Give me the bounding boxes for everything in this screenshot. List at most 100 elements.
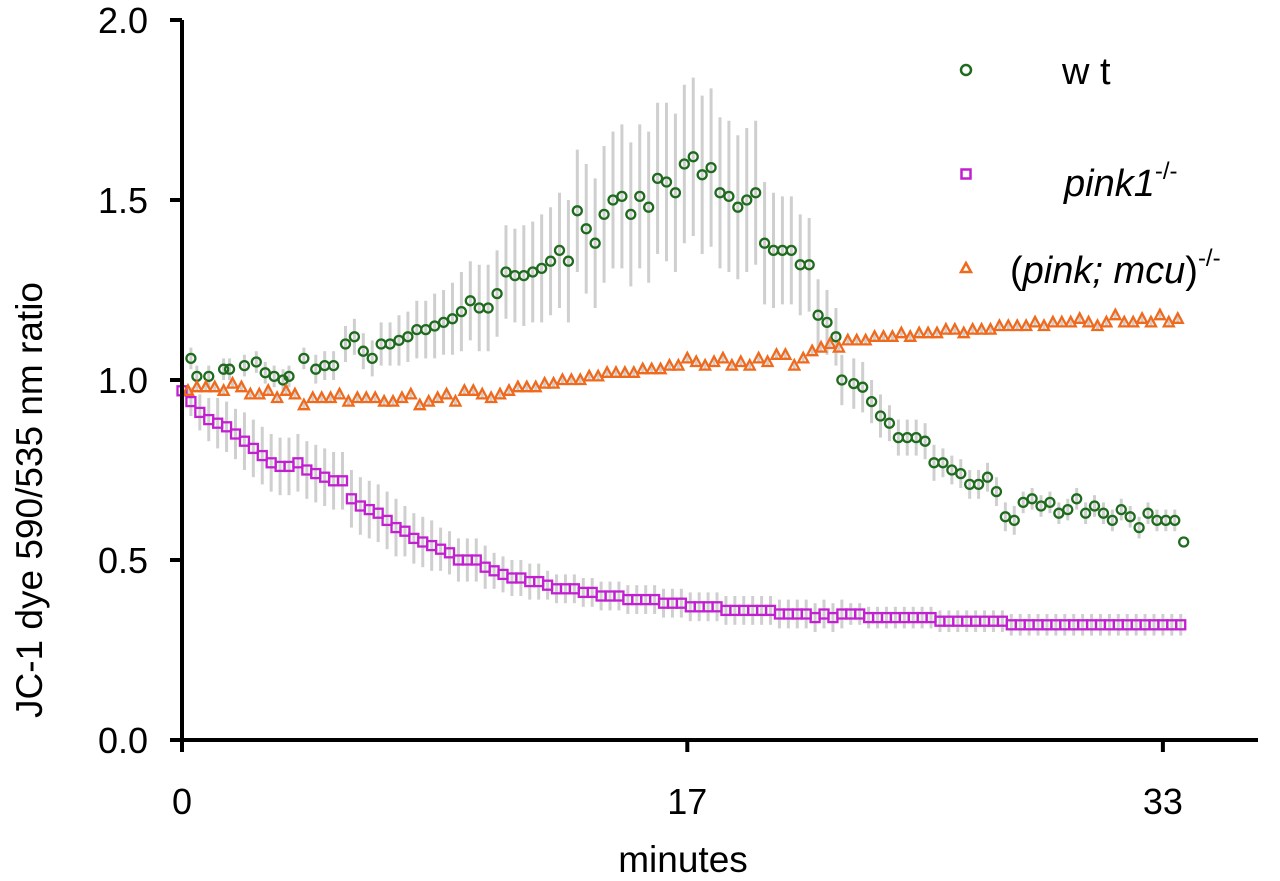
triangle-point <box>609 364 623 378</box>
circle-point <box>544 255 557 267</box>
triangle-point <box>466 382 481 396</box>
circle-point <box>259 367 271 379</box>
circle-point <box>836 374 848 386</box>
triangle-point <box>564 372 579 386</box>
triangle-point <box>225 375 240 389</box>
triangle-point <box>778 346 793 360</box>
circle-point <box>223 363 236 375</box>
square-point <box>443 547 456 559</box>
circle-point <box>446 313 459 325</box>
triangle-point <box>546 375 561 389</box>
circle-point <box>883 417 896 429</box>
circle-point <box>803 259 815 271</box>
triangle-point <box>617 364 632 378</box>
y-tick-label: 2.0 <box>98 0 148 41</box>
triangle-point <box>644 361 659 375</box>
legend-label-pink-mcu-sup: -/- <box>1198 245 1221 272</box>
triangle-point <box>769 346 784 360</box>
circle-point <box>972 478 985 491</box>
circle-point <box>482 302 494 314</box>
circle-point <box>678 158 690 170</box>
square-point <box>229 428 242 440</box>
triangle-point <box>671 357 686 371</box>
data-markers <box>176 151 1190 631</box>
triangle-point <box>1161 314 1176 328</box>
circle-point <box>1071 493 1083 505</box>
triangle-point <box>707 354 721 368</box>
circle-point <box>298 352 310 365</box>
circle-point <box>366 352 378 365</box>
triangle-point <box>261 382 276 396</box>
legend-label-pink-mcu: (pink; mcu)-/- <box>1010 245 1221 292</box>
triangle-point <box>814 339 828 353</box>
triangle-point <box>305 390 320 404</box>
triangle-point <box>698 357 713 371</box>
triangle-point <box>1054 314 1069 328</box>
y-axis-title: JC-1 dye 590/535 nm ratio <box>9 282 50 718</box>
circle-point <box>705 161 717 174</box>
circle-point <box>1044 496 1056 509</box>
circle-point <box>580 223 592 235</box>
circle-point <box>643 201 655 213</box>
triangle-point <box>1072 310 1087 324</box>
circle-point <box>625 208 637 221</box>
triangle-point <box>1099 314 1114 328</box>
circle-point <box>714 187 726 199</box>
x-tick-label: 17 <box>667 781 707 822</box>
triangle-point <box>519 379 534 393</box>
triangle-point <box>867 328 882 342</box>
triangle-point <box>279 382 293 396</box>
triangle-point <box>573 372 588 386</box>
triangle-point <box>288 386 302 400</box>
triangle-point <box>591 368 606 382</box>
triangle-point <box>439 386 454 400</box>
triangle-point <box>252 386 267 400</box>
triangle-point <box>653 361 668 375</box>
triangle-point <box>359 390 374 404</box>
circle-point <box>1008 514 1020 527</box>
circle-point <box>660 176 673 188</box>
triangle-point <box>1081 314 1096 328</box>
circle-point <box>687 151 699 163</box>
triangle-point <box>894 325 909 339</box>
circle-point <box>874 410 887 422</box>
legend-label-pink-mcu-italic: pink; mcu <box>1022 250 1186 292</box>
circle-point <box>250 356 262 368</box>
triangle-point <box>885 328 900 342</box>
triangle-point <box>1037 318 1051 332</box>
circle-point <box>830 331 842 343</box>
circle-point <box>919 435 931 447</box>
triangle-point <box>1046 314 1060 328</box>
circle-point <box>1142 507 1154 519</box>
circle-point <box>910 431 922 444</box>
circle-point <box>238 359 251 372</box>
circle-point <box>999 511 1011 523</box>
legend-marker-pink-mcu <box>958 260 974 274</box>
circle-point <box>634 190 646 203</box>
triangle-point <box>368 390 383 404</box>
circle-point <box>607 194 619 206</box>
x-tick-label: 0 <box>172 781 192 822</box>
x-tick-label: 33 <box>1143 781 1183 822</box>
triangle-point <box>600 364 614 378</box>
triangle-point <box>555 372 570 386</box>
triangle-point <box>938 321 953 335</box>
circle-point <box>536 262 548 275</box>
square-point <box>1175 619 1187 631</box>
square-point <box>399 525 411 537</box>
triangle-point <box>430 390 445 404</box>
circle-point <box>518 269 530 282</box>
triangle-point <box>395 390 409 404</box>
circle-point <box>1097 507 1110 519</box>
legend-label-wt: w t <box>1061 51 1111 93</box>
circle-point <box>616 190 628 203</box>
legend-label-pink-mcu-open: ( <box>1010 250 1023 292</box>
x-ticks: 0 17 33 <box>172 740 1183 822</box>
y-tick-label: 0.0 <box>98 720 148 761</box>
square-point <box>381 514 393 527</box>
circle-point <box>741 194 753 206</box>
y-tick-label: 0.5 <box>98 540 148 581</box>
triangle-point <box>751 350 766 364</box>
triangle-point <box>1090 318 1105 332</box>
